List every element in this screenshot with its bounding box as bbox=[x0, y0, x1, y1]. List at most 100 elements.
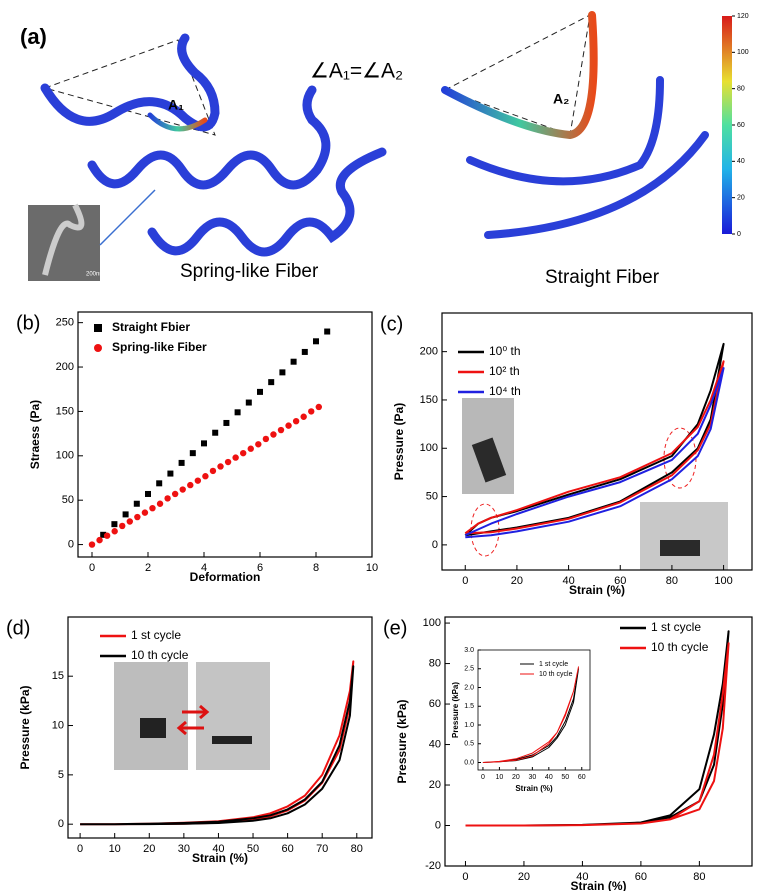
x-tick-label: 60 bbox=[578, 774, 586, 781]
point bbox=[119, 522, 126, 530]
y-tick-label: 80 bbox=[429, 657, 441, 669]
x-axis-label: Strain (%) bbox=[570, 879, 626, 891]
y-tick-label: 0 bbox=[58, 818, 64, 830]
scale-bar: 200nm bbox=[86, 272, 104, 278]
point bbox=[187, 481, 194, 489]
point bbox=[88, 541, 96, 548]
y-tick-label: 40 bbox=[429, 738, 441, 750]
colorbar-label: 40 bbox=[737, 158, 745, 165]
spring-stress bbox=[147, 112, 208, 132]
y-tick-label: 0 bbox=[435, 819, 441, 831]
x-tick-label: 30 bbox=[178, 843, 190, 855]
angle-label: A₂ bbox=[553, 91, 569, 107]
y-tick-label: 100 bbox=[56, 450, 74, 462]
point bbox=[189, 450, 196, 457]
panel-label: (c) bbox=[380, 313, 403, 335]
colorbar-label: 80 bbox=[737, 86, 745, 93]
y-axis-label: Pressure (kPa) bbox=[395, 699, 409, 783]
point bbox=[300, 413, 307, 420]
point bbox=[111, 521, 118, 528]
spring-fiber bbox=[147, 147, 387, 257]
y-tick-label: 5 bbox=[58, 769, 64, 781]
colorbar-label: 120 bbox=[737, 13, 749, 20]
plot-frame bbox=[444, 616, 753, 867]
x-tick-label: 0 bbox=[462, 871, 468, 883]
x-tick-label: 6 bbox=[257, 562, 263, 574]
point bbox=[194, 477, 202, 484]
x-tick-label: 2 bbox=[145, 562, 151, 574]
y-tick-label: 2.5 bbox=[464, 666, 474, 673]
legend-label: Spring-like Fiber bbox=[112, 340, 207, 354]
y-tick-label: 0.0 bbox=[464, 759, 474, 766]
y-tick-label: 250 bbox=[56, 317, 74, 329]
x-tick-label: 60 bbox=[635, 871, 647, 883]
point bbox=[279, 369, 286, 376]
x-tick-label: 20 bbox=[511, 575, 523, 587]
point bbox=[290, 358, 297, 365]
pointer-arrow bbox=[99, 189, 156, 246]
point bbox=[245, 399, 252, 406]
y-tick-label: 50 bbox=[62, 494, 74, 506]
point bbox=[285, 422, 292, 429]
y-axis-label: Pressure (Pa) bbox=[392, 403, 406, 480]
colorbar-label: 60 bbox=[737, 122, 745, 129]
x-tick-label: 80 bbox=[693, 871, 705, 883]
x-tick-label: 40 bbox=[212, 843, 224, 855]
point bbox=[324, 328, 331, 335]
point bbox=[156, 480, 163, 487]
point bbox=[301, 348, 308, 355]
x-tick-label: 20 bbox=[512, 774, 520, 781]
point bbox=[313, 338, 319, 345]
panel-decor bbox=[114, 398, 728, 770]
spring-fiber bbox=[40, 33, 220, 132]
x-tick-label: 60 bbox=[614, 575, 626, 587]
legend-label: 10⁰ th bbox=[489, 344, 521, 358]
point bbox=[201, 440, 207, 447]
y-tick-label: 60 bbox=[429, 698, 441, 710]
y-tick-label: 50 bbox=[426, 490, 438, 502]
y-tick-label: 0 bbox=[68, 538, 74, 550]
point bbox=[212, 429, 219, 436]
point bbox=[171, 490, 179, 498]
point bbox=[122, 511, 129, 518]
y-tick-label: 0 bbox=[432, 539, 438, 551]
arrows bbox=[176, 704, 210, 736]
y-tick-label: 2.0 bbox=[464, 684, 474, 691]
photo-inset bbox=[114, 662, 188, 770]
x-tick-label: 10 bbox=[366, 562, 378, 574]
plot-frame bbox=[67, 616, 373, 839]
legend-label: 10⁴ th bbox=[489, 384, 521, 398]
point bbox=[178, 459, 185, 466]
x-tick-label: 20 bbox=[143, 843, 155, 855]
y-tick-label: 15 bbox=[52, 670, 64, 682]
legend-label: 1 st cycle bbox=[131, 628, 181, 642]
photo-sample bbox=[471, 437, 507, 483]
plot-frame bbox=[477, 649, 591, 771]
legend-label: 10 th cycle bbox=[651, 640, 709, 654]
colorbar-label: 20 bbox=[737, 195, 745, 202]
caption: Straight Fiber bbox=[545, 267, 660, 288]
x-tick-label: 100 bbox=[714, 575, 732, 587]
x-tick-label: 10 bbox=[109, 843, 121, 855]
angle-triangle bbox=[443, 14, 591, 136]
x-tick-label: 10 bbox=[496, 774, 504, 781]
legend-label: 1 st cycle bbox=[651, 620, 701, 634]
plot-frame bbox=[77, 311, 373, 558]
x-axis-label: Strain (%) bbox=[515, 784, 553, 793]
line bbox=[464, 367, 725, 539]
x-axis-label: Deformation bbox=[190, 570, 261, 584]
y-tick-label: -20 bbox=[425, 860, 441, 872]
x-axis-label: Strain (%) bbox=[569, 583, 625, 597]
y-tick-label: 10 bbox=[52, 719, 64, 731]
point bbox=[240, 449, 247, 457]
point bbox=[96, 536, 103, 544]
x-tick-label: 40 bbox=[545, 774, 553, 781]
photo-sample bbox=[212, 736, 252, 744]
point bbox=[270, 431, 277, 438]
point bbox=[179, 486, 186, 493]
y-tick-label: 1.0 bbox=[464, 722, 474, 729]
line bbox=[482, 666, 579, 763]
x-tick-label: 0 bbox=[77, 843, 83, 855]
x-tick-label: 0 bbox=[462, 575, 468, 587]
point bbox=[292, 417, 300, 425]
